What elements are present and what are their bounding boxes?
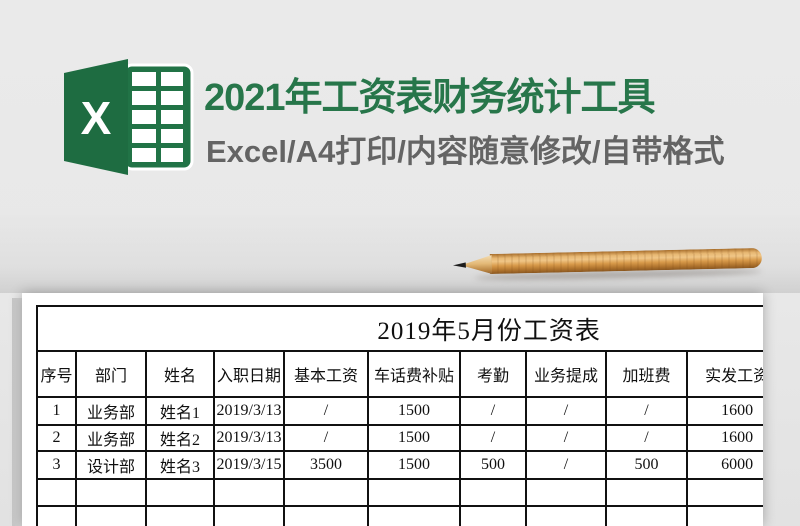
- table-cell: /: [605, 396, 688, 426]
- column-header: 入职日期: [213, 350, 285, 398]
- table-cell: 6000: [685, 450, 763, 480]
- table-row: 2 业务部 姓名2 2019/3/13 / 1500 / / / 1600: [36, 424, 763, 452]
- background-shade: [0, 205, 800, 293]
- table-cell: 姓名3: [145, 450, 215, 480]
- table-title-row: 2019年5月份工资表: [35, 305, 763, 352]
- table-cell: [75, 478, 147, 507]
- table-cell: 1600: [685, 396, 763, 426]
- table-cell: 1500: [367, 396, 461, 426]
- table-row: 3 设计部 姓名3 2019/3/15 3500 1500 500 / 500 …: [36, 450, 763, 480]
- column-header: 加班费: [605, 350, 688, 398]
- table-cell: [213, 505, 285, 526]
- table-cell: [459, 478, 527, 507]
- column-header: 部门: [75, 350, 147, 398]
- column-header: 序号: [36, 350, 77, 398]
- table-cell: [283, 505, 369, 526]
- table-cell: 2019/3/13: [213, 424, 285, 452]
- table-row: 1 业务部 姓名1 2019/3/13 / 1500 / / / 1600: [36, 396, 763, 426]
- column-header: 考勤: [459, 350, 527, 398]
- table-cell: 1600: [685, 424, 763, 452]
- table-cell: [367, 478, 461, 507]
- column-header: 业务提成: [525, 350, 607, 398]
- paper-sheet: 2019年5月份工资表 序号 部门 姓名 入职日期 基本工资 车话费补贴 考勤 …: [22, 293, 763, 526]
- page-subtitle: Excel/A4打印/内容随意修改/自带格式: [206, 134, 725, 169]
- excel-logo: X: [64, 59, 194, 175]
- table-cell: 2: [36, 424, 77, 452]
- table-cell: 500: [459, 450, 527, 480]
- table-header-row: 序号 部门 姓名 入职日期 基本工资 车话费补贴 考勤 业务提成 加班费 实发工…: [36, 350, 763, 398]
- table-cell: 3: [36, 450, 77, 480]
- spreadsheet-grid-icon: [132, 72, 183, 162]
- table-row: [36, 505, 763, 526]
- table-cell: 2019/3/13: [213, 396, 285, 426]
- table-title: 2019年5月份工资表: [35, 305, 763, 352]
- column-header: 实发工资: [685, 350, 763, 398]
- table-cell: 业务部: [75, 396, 147, 426]
- table-cell: [605, 478, 688, 507]
- pencil-graphite-tip: [453, 262, 466, 269]
- column-header: 车话费补贴: [367, 350, 461, 398]
- table-cell: 姓名2: [145, 424, 215, 452]
- table-cell: 1500: [367, 424, 461, 452]
- table-cell: /: [283, 424, 369, 452]
- table-cell: 2019/3/15: [213, 450, 285, 480]
- table-cell: [283, 478, 369, 507]
- table-cell: 业务部: [75, 424, 147, 452]
- page-title: 2021年工资表财务统计工具: [204, 77, 656, 119]
- table-cell: [685, 478, 763, 507]
- table-cell: [459, 505, 527, 526]
- table-cell: [36, 478, 77, 507]
- table-cell: /: [525, 450, 607, 480]
- table-cell: 1500: [367, 450, 461, 480]
- table-cell: [145, 505, 215, 526]
- table-cell: [213, 478, 285, 507]
- table-cell: 1: [36, 396, 77, 426]
- table-cell: [367, 505, 461, 526]
- table-cell: [36, 505, 77, 526]
- table-cell: /: [525, 396, 607, 426]
- table-cell: 500: [605, 450, 688, 480]
- table-cell: /: [605, 424, 688, 452]
- table-cell: 设计部: [75, 450, 147, 480]
- salary-table: 2019年5月份工资表 序号 部门 姓名 入职日期 基本工资 车话费补贴 考勤 …: [35, 305, 763, 526]
- table-cell: 姓名1: [145, 396, 215, 426]
- table-cell: /: [283, 396, 369, 426]
- excel-cover-panel: [64, 59, 128, 175]
- table-row: [36, 478, 763, 507]
- table-cell: [145, 478, 215, 507]
- table-cell: [525, 505, 607, 526]
- excel-x-letter: X: [81, 92, 112, 144]
- table-cell: /: [459, 396, 527, 426]
- table-cell: [525, 478, 607, 507]
- table-cell: [75, 505, 147, 526]
- table-cell: [685, 505, 763, 526]
- table-cell: [605, 505, 688, 526]
- column-header: 姓名: [145, 350, 215, 398]
- table-cell: 3500: [283, 450, 369, 480]
- table-cell: /: [459, 424, 527, 452]
- table-cell: /: [525, 424, 607, 452]
- column-header: 基本工资: [283, 350, 369, 398]
